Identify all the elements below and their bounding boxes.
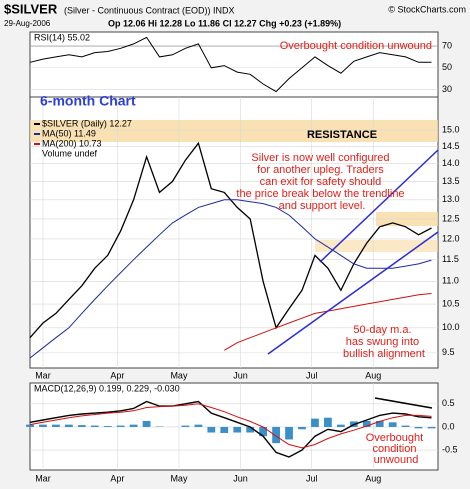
- macd-histogram-bar: [324, 417, 332, 427]
- subtitle: (Silver - Continuous Contract (EOD)) IND…: [64, 5, 235, 15]
- y-tick-label: 11.5: [442, 254, 459, 264]
- x-tick-label: Jun: [233, 370, 248, 380]
- macd-histogram-bar: [401, 425, 410, 427]
- macd-histogram-bar: [64, 424, 73, 427]
- signal-line: [29, 403, 432, 449]
- y-tick-label: 0.0: [442, 421, 455, 431]
- chart-label: 6-month Chart: [40, 93, 136, 109]
- macd-histogram-bar: [90, 425, 99, 427]
- x-tick-label: Apr: [110, 370, 124, 380]
- x-tick-label: Aug: [365, 473, 381, 483]
- y-tick-label: 14.5: [442, 141, 460, 151]
- x-tick-label: Apr: [110, 473, 124, 483]
- macd-histogram-bar: [194, 424, 203, 427]
- y-tick-label: 50: [442, 62, 452, 72]
- x-tick-label: May: [170, 370, 188, 380]
- macd-histogram-bar: [129, 424, 138, 427]
- annotation: RESISTANCE: [307, 129, 377, 141]
- macd-histogram-bar: [26, 424, 34, 427]
- x-tick-label: Jun: [233, 473, 248, 483]
- legend-label: $SILVER (Daily) 12.27: [42, 118, 132, 128]
- annotation: Overbought condition unwound: [280, 40, 432, 52]
- trendline: [319, 149, 439, 263]
- macd-histogram-bar: [336, 424, 345, 427]
- credit: © StockCharts.com: [388, 4, 466, 14]
- macd-histogram-bar: [388, 422, 397, 427]
- macd-histogram-bar: [116, 425, 125, 427]
- macd-histogram-bar: [77, 425, 86, 427]
- y-tick-label: 9.5: [442, 347, 455, 357]
- panel-label: RSI(14) 55.02: [34, 32, 90, 42]
- macd-histogram-bar: [298, 426, 306, 430]
- series-line: [29, 199, 432, 359]
- legend-label: Volume undef: [42, 148, 98, 158]
- annotation: 50-day m.a. has swung into bullish align…: [343, 324, 425, 360]
- trendline: [267, 231, 439, 355]
- macd-histogram-bar: [311, 418, 319, 427]
- macd-line: [29, 400, 432, 458]
- x-tick-label: Mar: [35, 370, 51, 380]
- y-tick-label: 11.0: [442, 276, 459, 286]
- macd-histogram-bar: [362, 420, 371, 427]
- macd-histogram-bar: [246, 426, 255, 433]
- y-tick-label: 14.0: [442, 158, 460, 168]
- legend-label: MA(200) 10.73: [42, 138, 102, 148]
- macd-histogram-bar: [52, 424, 60, 427]
- y-tick-label: 15.0: [442, 124, 460, 134]
- y-tick-label: 10.5: [442, 298, 460, 308]
- rsi-line: [29, 36, 432, 93]
- annotation: Overbought condition unwound: [366, 432, 427, 466]
- macd-histogram-bar: [220, 426, 229, 433]
- y-tick-label: 12.0: [442, 233, 460, 243]
- macd-trend: [374, 397, 433, 409]
- y-tick-label: 12.5: [442, 213, 460, 223]
- y-tick-label: 70: [442, 40, 452, 50]
- rsi-panel: [29, 31, 439, 98]
- annotation: Silver is now well configured for anothe…: [236, 152, 407, 212]
- macd-histogram-bar: [142, 420, 151, 427]
- price-panel: [29, 96, 439, 369]
- macd-histogram-bar: [414, 426, 423, 429]
- y-tick-label: 13.0: [442, 194, 460, 204]
- panel-label: MACD(12,26,9) 0.199, 0.229, -0.030: [34, 383, 180, 393]
- y-tick-label: 30: [442, 84, 452, 94]
- x-tick-label: Aug: [365, 370, 381, 380]
- macd-histogram-bar: [207, 426, 216, 433]
- macd-histogram-bar: [285, 426, 293, 440]
- macd-histogram-bar: [233, 426, 242, 433]
- x-tick-label: Mar: [35, 473, 51, 483]
- macd-histogram-bar: [259, 426, 268, 437]
- macd-histogram-bar: [375, 420, 384, 427]
- macd-histogram-bar: [427, 426, 436, 429]
- title: $SILVER: [4, 1, 58, 16]
- y-tick-label: 0.5: [442, 398, 455, 408]
- macd-histogram-bar: [103, 426, 112, 427]
- resistance-zone: [30, 120, 438, 142]
- x-tick-label: Jul: [306, 473, 318, 483]
- y-tick-label: -0.5: [442, 444, 458, 454]
- macd-histogram-bar: [39, 424, 47, 427]
- date: 29-Aug-2006: [4, 19, 51, 28]
- y-tick-label: 13.5: [442, 176, 460, 186]
- legend-label: MA(50) 11.49: [42, 128, 96, 138]
- support-zone: [315, 240, 438, 252]
- x-tick-label: Jul: [306, 370, 318, 380]
- macd-histogram-bar: [181, 425, 190, 427]
- quote: Op 12.06 Hi 12.28 Lo 11.86 Cl 12.27 Chg …: [108, 18, 341, 28]
- macd-histogram-bar: [272, 426, 280, 444]
- y-tick-label: 10.0: [442, 322, 460, 332]
- x-tick-label: May: [170, 473, 188, 483]
